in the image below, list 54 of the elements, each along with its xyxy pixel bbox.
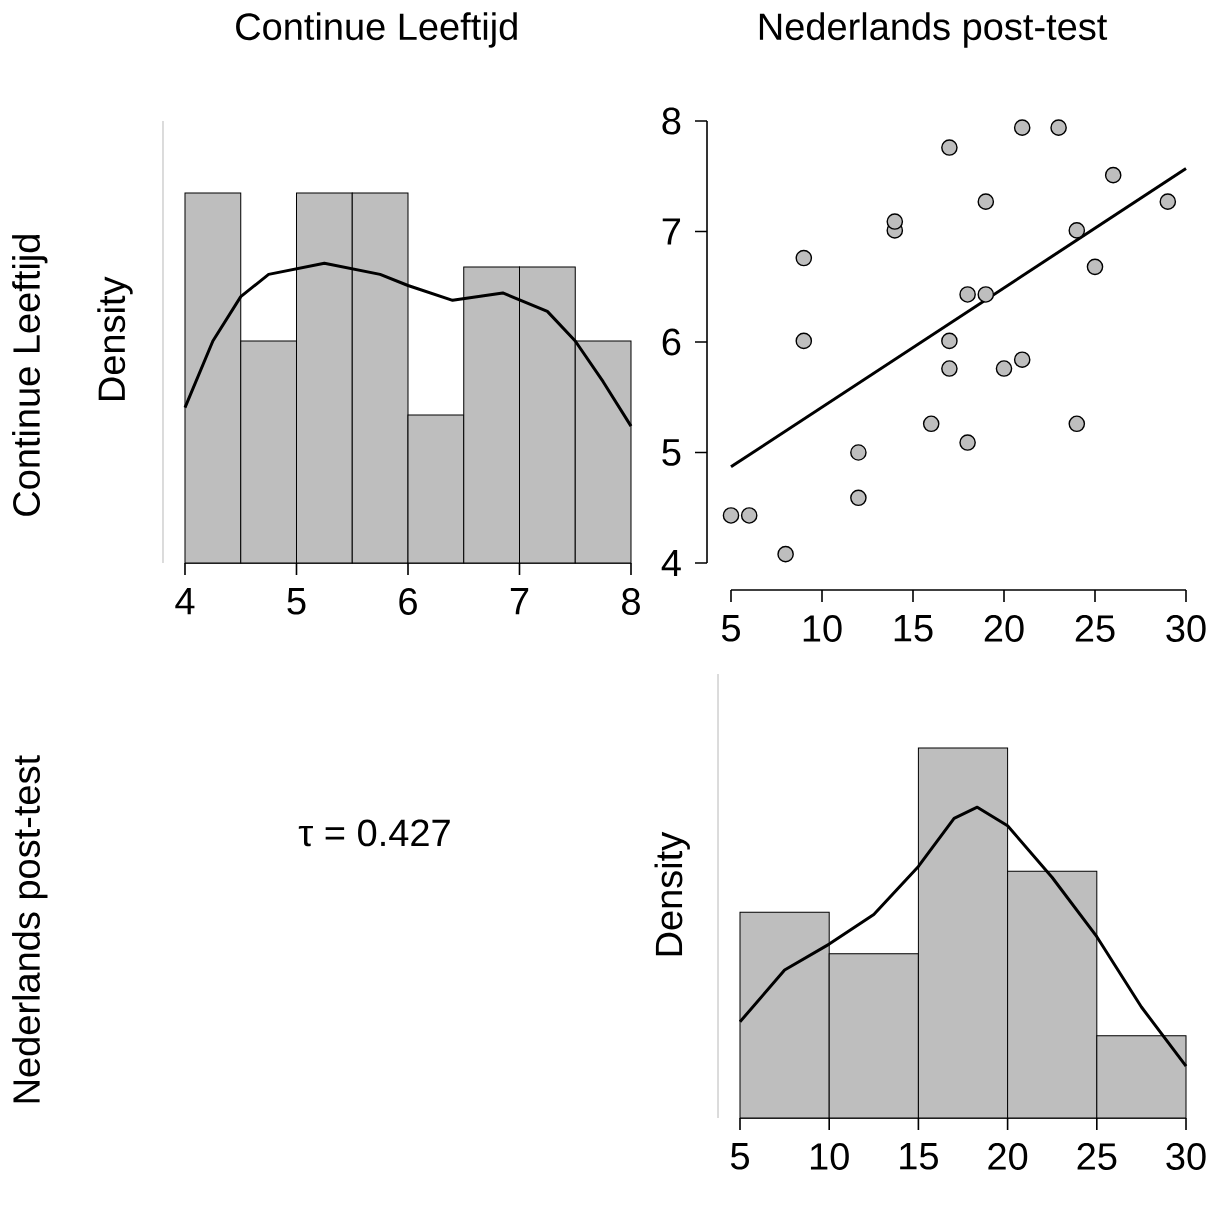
point [941, 360, 958, 377]
point [850, 444, 867, 461]
chart-title: Nederlands post-test [759, 12, 1108, 48]
x-tick-label: 10 [810, 1143, 849, 1170]
point [1050, 119, 1067, 136]
point [795, 332, 813, 350]
point [1013, 119, 1031, 136]
point [1086, 258, 1104, 276]
y-tick-label: 8 [662, 107, 681, 135]
point [850, 489, 867, 507]
text: Continue Leeftijd [12, 235, 48, 516]
x-tick-label: 8 [622, 588, 640, 615]
x-tick-label: 4 [175, 588, 195, 615]
x-tick-label: 7 [510, 588, 529, 615]
point [959, 286, 976, 303]
point [977, 286, 995, 303]
point [1104, 166, 1122, 184]
x-tick-label: 30 [1166, 1143, 1206, 1170]
x-tick-label: 15 [900, 1143, 938, 1170]
x-tick-label: 10 [803, 615, 842, 642]
x-tick-label: 20 [984, 615, 1024, 642]
point [941, 332, 958, 350]
point [1068, 222, 1086, 239]
point [777, 545, 794, 563]
chart-title: Continue Leeftijd [236, 12, 517, 48]
text: Nederlands post-test [12, 755, 48, 1103]
x-tick-label: 20 [988, 1143, 1028, 1170]
x-tick-label: 5 [730, 1143, 749, 1170]
y-axis-title: Density [97, 276, 133, 401]
y-tick-label: 7 [662, 218, 681, 245]
x-tick-label: 30 [1166, 615, 1206, 642]
y-axis-title: Density [654, 831, 690, 956]
point [1013, 351, 1031, 368]
point [1068, 415, 1086, 433]
point [886, 213, 904, 230]
point [922, 415, 940, 433]
y-tick-label: 4 [661, 549, 681, 577]
text: τ = 0.427 [298, 819, 450, 847]
x-tick-label: 5 [721, 615, 740, 642]
point [795, 249, 813, 267]
point [959, 434, 976, 451]
x-tick-label: 5 [287, 588, 306, 615]
x-tick-label: 25 [1077, 1143, 1117, 1170]
point [941, 139, 958, 156]
point [1159, 193, 1177, 210]
point [740, 507, 758, 524]
point [995, 360, 1013, 377]
y-tick-label: 5 [662, 439, 681, 466]
x-tick-label: 6 [399, 588, 417, 615]
y-tick-label: 6 [662, 328, 681, 356]
x-tick-label: 15 [894, 615, 933, 642]
point [722, 507, 740, 524]
x-tick-label: 25 [1075, 615, 1115, 642]
point [977, 193, 995, 210]
